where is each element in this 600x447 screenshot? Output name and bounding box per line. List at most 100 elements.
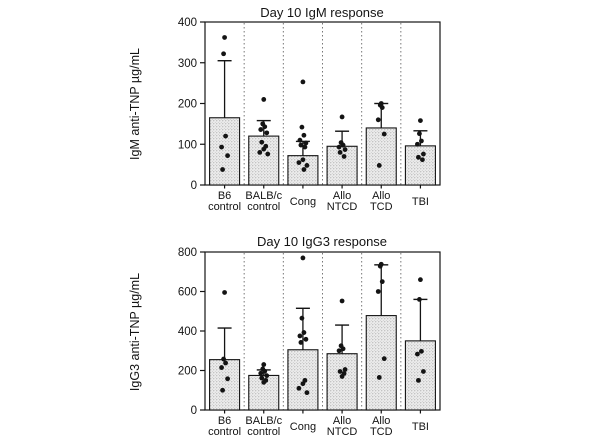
data-point xyxy=(301,330,307,335)
data-point xyxy=(337,369,343,374)
data-point xyxy=(300,79,306,85)
x-category-label: Cong xyxy=(290,421,316,433)
x-category-label: TCD xyxy=(370,426,393,438)
x-category-label: control xyxy=(247,426,280,438)
bar xyxy=(404,145,436,186)
data-point xyxy=(297,333,303,339)
data-point xyxy=(375,117,381,123)
data-point xyxy=(300,255,306,261)
x-category-label: B6 xyxy=(218,190,231,202)
x-category-label: Allo xyxy=(372,415,390,427)
data-point xyxy=(342,367,348,372)
bar xyxy=(287,349,319,411)
chart2-title: Day 10 IgG3 response xyxy=(257,234,387,249)
bar xyxy=(365,315,397,411)
data-point xyxy=(420,157,425,163)
data-point xyxy=(381,131,387,137)
data-point xyxy=(221,51,226,57)
chart2-y-axis-label: IgG3 anti-TNP µg/mL xyxy=(128,273,142,391)
data-point xyxy=(258,370,264,376)
y-tick-label: 0 xyxy=(191,180,197,192)
data-point xyxy=(417,297,422,302)
data-point xyxy=(225,376,230,382)
data-point xyxy=(259,139,265,145)
data-point xyxy=(296,385,302,391)
data-point xyxy=(415,141,420,147)
data-point xyxy=(304,163,310,168)
x-category-label: NTCD xyxy=(327,201,358,213)
data-point xyxy=(379,105,385,110)
x-category-label: TBI xyxy=(412,196,429,208)
data-point xyxy=(220,387,225,393)
data-point xyxy=(303,336,309,342)
data-point xyxy=(221,356,226,362)
y-tick-label: 300 xyxy=(178,58,197,70)
bar xyxy=(365,127,397,186)
data-point xyxy=(220,167,225,172)
data-point xyxy=(300,381,306,387)
chart1-title: Day 10 IgM response xyxy=(260,5,384,20)
data-point xyxy=(300,157,306,163)
y-tick-label: 600 xyxy=(178,287,197,299)
data-point xyxy=(421,151,426,157)
data-point xyxy=(223,360,228,366)
data-point xyxy=(340,142,346,148)
data-point xyxy=(375,289,381,294)
data-point xyxy=(342,147,348,152)
data-point xyxy=(297,137,303,143)
y-tick-label: 800 xyxy=(178,247,197,259)
bar xyxy=(209,117,241,186)
data-point xyxy=(222,290,227,295)
data-point xyxy=(377,263,383,269)
data-point xyxy=(296,160,302,165)
data-point xyxy=(421,369,426,374)
y-tick-label: 0 xyxy=(191,405,197,417)
y-tick-label: 200 xyxy=(178,366,197,378)
x-category-label: TCD xyxy=(370,201,393,213)
x-category-label: control xyxy=(208,201,241,213)
data-point xyxy=(302,144,308,150)
x-category-label: TBI xyxy=(412,421,429,433)
x-category-label: Cong xyxy=(290,196,316,208)
data-point xyxy=(259,375,265,381)
data-point xyxy=(223,133,228,139)
data-point xyxy=(337,150,343,155)
x-category-label: control xyxy=(208,426,241,438)
data-point xyxy=(299,315,305,321)
x-category-label: Allo xyxy=(372,190,390,202)
x-category-label: Allo xyxy=(333,190,351,202)
data-point xyxy=(419,348,424,354)
data-point xyxy=(222,35,227,40)
data-point xyxy=(301,167,307,172)
data-point xyxy=(264,373,270,379)
data-point xyxy=(416,377,421,383)
data-point xyxy=(265,151,271,157)
data-point xyxy=(339,374,345,379)
data-point xyxy=(261,379,267,385)
data-point xyxy=(299,124,305,130)
data-point xyxy=(298,340,304,345)
data-point xyxy=(261,362,267,367)
data-point xyxy=(418,118,423,124)
bar xyxy=(209,359,241,411)
data-point xyxy=(303,140,309,146)
data-point xyxy=(341,154,347,159)
data-point xyxy=(340,346,346,352)
data-point xyxy=(225,153,230,159)
y-tick-label: 400 xyxy=(178,17,197,29)
data-point xyxy=(261,146,267,152)
data-point xyxy=(257,150,263,155)
data-point xyxy=(418,277,423,283)
y-tick-label: 100 xyxy=(178,139,197,151)
x-category-label: BALB/c xyxy=(245,190,282,202)
data-point xyxy=(219,365,224,370)
data-point xyxy=(419,138,424,144)
data-point xyxy=(336,348,342,354)
data-point xyxy=(339,114,345,120)
data-point xyxy=(258,127,264,132)
x-category-label: Allo xyxy=(333,415,351,427)
